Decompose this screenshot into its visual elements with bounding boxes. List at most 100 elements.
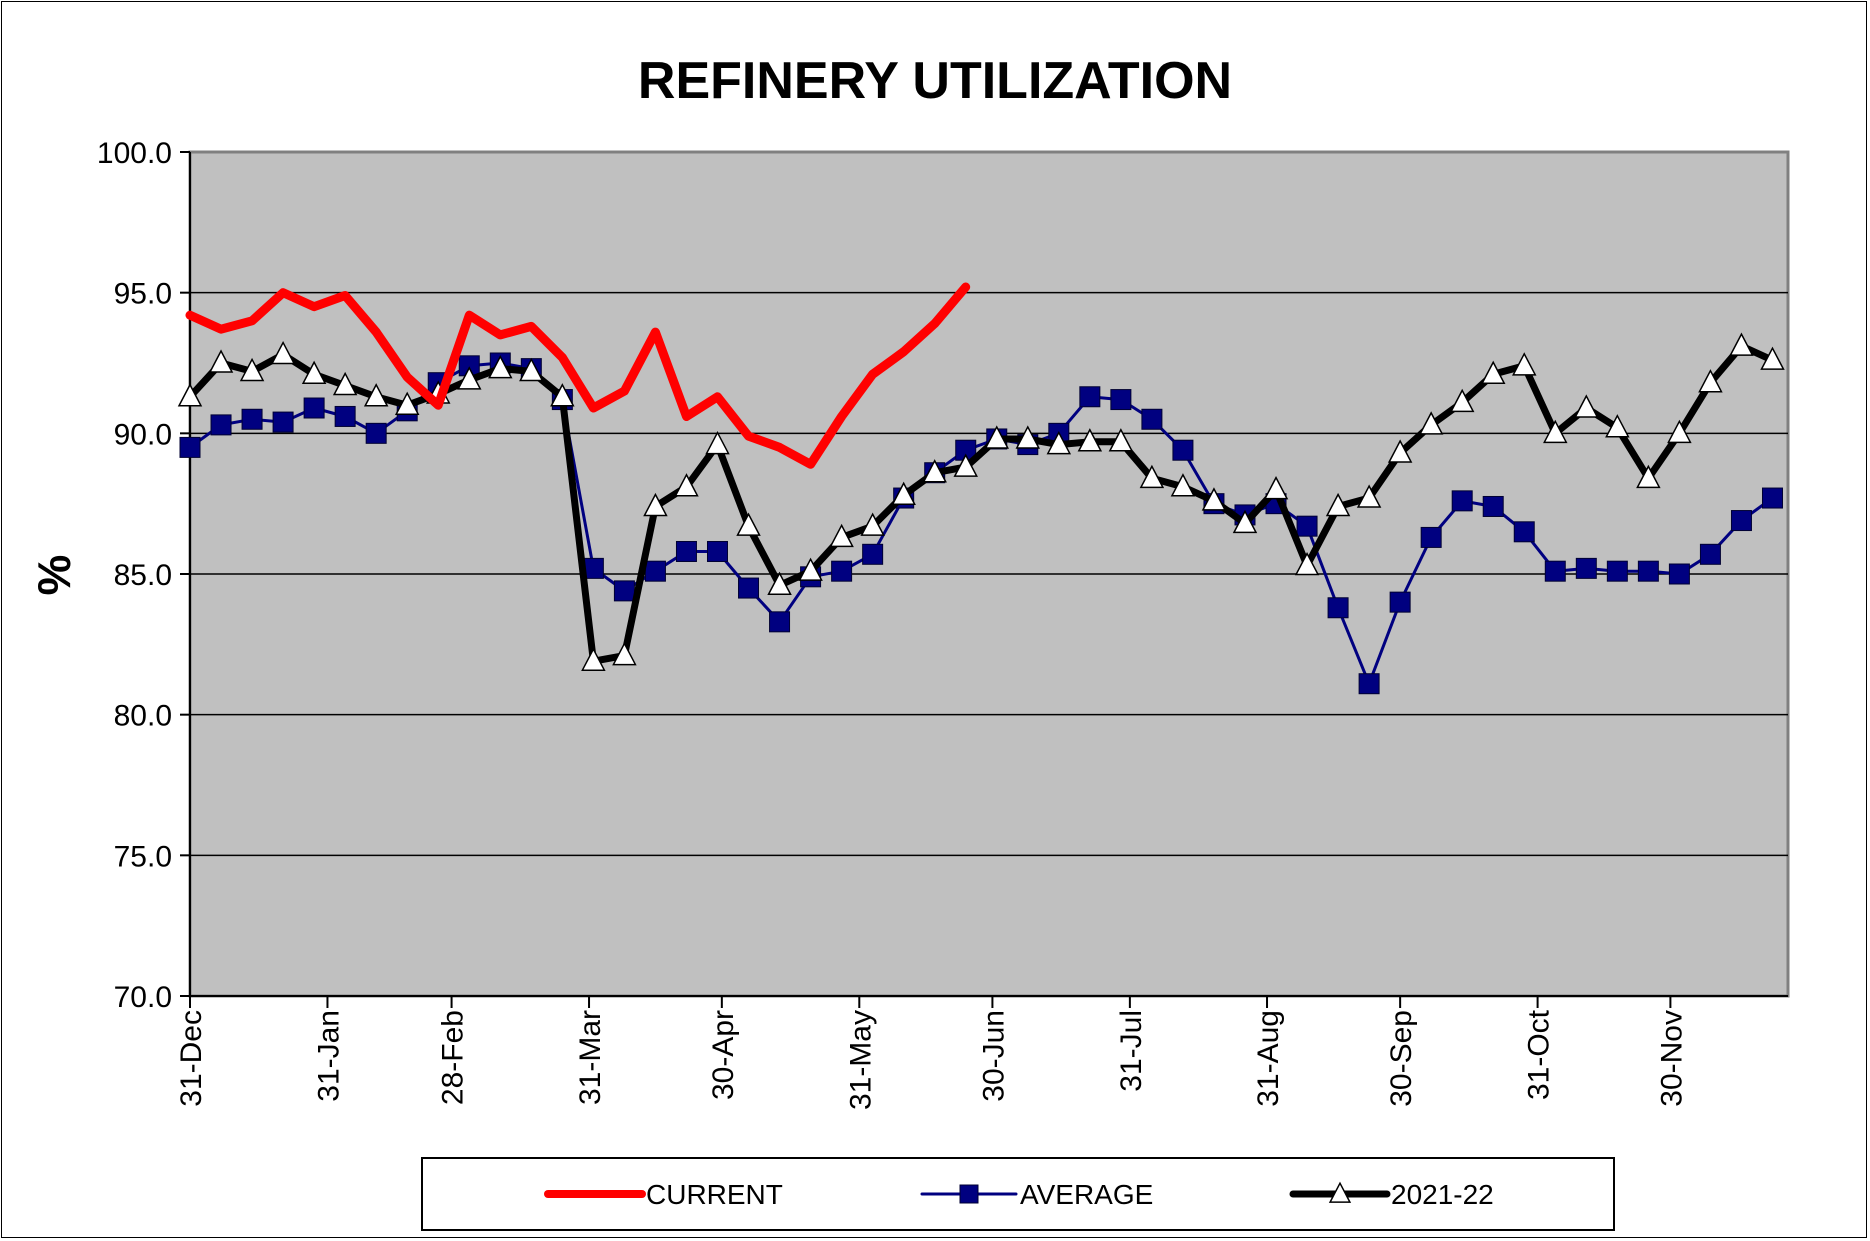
data-point-square [1761,487,1783,509]
data-point-square [210,414,232,436]
data-point-triangle [736,512,761,536]
data-point-triangle [1480,360,1506,385]
y-tick-label: 80.0 [114,700,172,733]
data-point-square [1358,673,1380,695]
y-axis-ticks: 70.0 75.0 80.0 85.0 90.0 95.0 100.0 [97,137,1788,1014]
data-point-triangle [332,371,358,396]
data-point-triangle [860,512,885,536]
data-point-triangle [270,340,296,365]
data-point-triangle [394,391,420,415]
x-tick-label: 31-Aug [1252,1010,1285,1107]
data-point-triangle [1108,428,1134,452]
data-point-triangle [1139,464,1165,489]
y-tick-label: 70.0 [114,981,172,1014]
x-tick-label: 30-Apr [707,1010,740,1100]
data-point-square [1420,526,1442,548]
y-tick-label: 85.0 [114,559,172,592]
data-point-triangle [767,571,792,596]
data-point-triangle [488,355,513,379]
x-tick-label: 30-Sep [1385,1010,1418,1107]
data-point-triangle [1418,411,1444,435]
data-point-triangle [1294,551,1320,576]
data-point-triangle [1201,487,1227,511]
chart-title: REFINERY UTILIZATION [638,52,1232,110]
data-point-triangle [1698,369,1723,393]
data-point-square [241,408,263,430]
data-point-triangle [1512,352,1537,376]
data-point-square [959,1184,979,1204]
legend-label: 2021-22 [1391,1179,1494,1210]
y-tick-label: 75.0 [114,840,172,873]
data-point-square [365,422,387,444]
x-tick-label: 31-Mar [574,1010,607,1105]
data-point-triangle [1760,346,1785,370]
data-point-square [334,405,356,427]
data-point-square [1172,439,1194,461]
data-point-square [1513,521,1535,543]
x-tick-label: 31-May [844,1010,877,1110]
data-point-triangle [1543,419,1568,444]
x-tick-label: 31-Oct [1523,1009,1556,1100]
legend-label: CURRENT [646,1179,783,1210]
data-point-triangle [519,357,544,382]
x-tick-label: 30-Jun [977,1010,1010,1102]
data-point-square [769,611,791,633]
x-tick-label: 31-Jul [1115,1010,1148,1092]
data-point-triangle [1328,1181,1352,1203]
data-point-square [1389,591,1411,613]
data-point-triangle [1077,428,1103,452]
data-point-square [1544,560,1566,582]
x-axis-ticks: 31-Dec 31-Jan 28-Feb 31-Mar 30-Apr 31-May 30-J… [175,996,1688,1110]
data-point-triangle [612,641,637,666]
data-point-square [1668,563,1690,585]
data-point-square [1730,510,1752,532]
x-tick-label: 31-Dec [175,1010,208,1107]
data-point-triangle [1046,430,1072,455]
data-point-square [1575,557,1597,579]
data-point-square [613,580,635,602]
data-point-triangle [581,647,606,671]
data-point-triangle [984,425,1009,449]
legend-item-2021-22: 2021-22 [1289,1179,1494,1210]
y-tick-label: 95.0 [114,278,172,311]
data-point-triangle [457,366,482,390]
y-tick-label: 90.0 [114,418,172,451]
data-point-triangle [1605,414,1630,438]
data-point-triangle [1170,473,1196,497]
data-point-triangle [1325,492,1351,517]
x-tick-label: 30-Nov [1655,1010,1688,1107]
data-point-triangle [550,383,575,407]
data-point-triangle [1232,509,1258,534]
data-point-square [303,397,325,419]
data-point-triangle [674,473,699,497]
data-point-square [1079,386,1101,408]
data-point-square [831,560,853,582]
data-point-square [1699,543,1721,565]
legend-label: AVERAGE [1020,1179,1153,1210]
series-layer [177,282,1785,695]
y-tick-label: 100.0 [97,137,172,170]
data-point-triangle [1263,475,1289,500]
data-point-square [1451,490,1473,512]
data-point-square [1637,560,1659,582]
data-point-square [862,543,884,565]
data-point-triangle [829,523,854,548]
legend-item-average: AVERAGE [920,1179,1153,1210]
data-point-triangle [798,557,823,581]
x-tick-label: 28-Feb [437,1010,470,1105]
data-point-square [644,560,666,582]
data-point-square [1327,597,1349,619]
series-line [185,282,971,469]
data-point-triangle [643,492,668,517]
data-point-triangle [1387,439,1413,463]
data-point-triangle [953,453,978,477]
data-point-square [1141,408,1163,430]
data-point-triangle [301,360,327,385]
data-point-square [738,577,760,599]
series-2021-22 [177,332,1785,671]
data-point-square [1110,389,1132,411]
series-line [186,342,1776,665]
data-point-triangle [1449,388,1475,413]
